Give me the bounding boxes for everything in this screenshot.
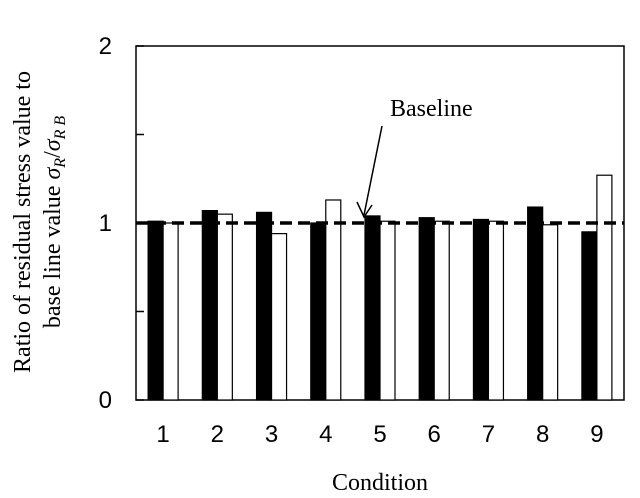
bar-series-1 — [418, 217, 435, 401]
bar-series-1 — [310, 222, 327, 401]
y-axis-title-line2-text: base line value — [40, 186, 66, 329]
y-axis-title: Ratio of residual stress value to base l… — [10, 71, 69, 373]
x-tick-label: 8 — [536, 421, 549, 448]
bar-series-2 — [325, 199, 342, 401]
bar-series-1 — [364, 215, 381, 401]
bar-series-2 — [487, 220, 505, 401]
y-axis-title-line1: Ratio of residual stress value to — [10, 71, 36, 373]
baseline-label: Baseline — [390, 96, 473, 122]
bar-series-1 — [255, 211, 273, 401]
bars — [147, 174, 613, 401]
x-tick-label: 5 — [373, 421, 386, 448]
x-tick-label: 9 — [590, 421, 603, 448]
bar-series-2 — [433, 220, 450, 401]
ticks: 0 1 2 1 2 3 4 5 6 7 8 9 — [99, 33, 604, 448]
bar-series-1 — [201, 210, 218, 401]
y-axis-title-line2: base line valueσR/σR B — [40, 116, 69, 329]
bar-series-2 — [270, 233, 288, 401]
bar-series-2 — [542, 224, 559, 401]
y-tick-label: 2 — [99, 33, 112, 60]
bar-series-1 — [527, 206, 544, 401]
x-tick-label: 2 — [211, 421, 224, 448]
bar-series-2 — [379, 220, 396, 401]
bar-series-1 — [581, 231, 598, 401]
baseline-arrow — [356, 125, 383, 219]
bar-series-2 — [162, 222, 179, 401]
x-tick-label: 1 — [156, 421, 169, 448]
x-tick-label: 6 — [428, 421, 441, 448]
bar-series-1 — [472, 218, 490, 401]
x-tick-label: 4 — [319, 421, 332, 448]
bar-series-1 — [147, 220, 164, 401]
x-tick-label: 3 — [265, 421, 278, 448]
bar-series-2 — [216, 213, 233, 401]
y-tick-label: 0 — [99, 387, 112, 414]
x-tick-label: 7 — [482, 421, 495, 448]
bar-series-2 — [596, 174, 613, 401]
y-tick-label: 1 — [99, 210, 112, 237]
x-axis-title: Condition — [332, 470, 428, 496]
